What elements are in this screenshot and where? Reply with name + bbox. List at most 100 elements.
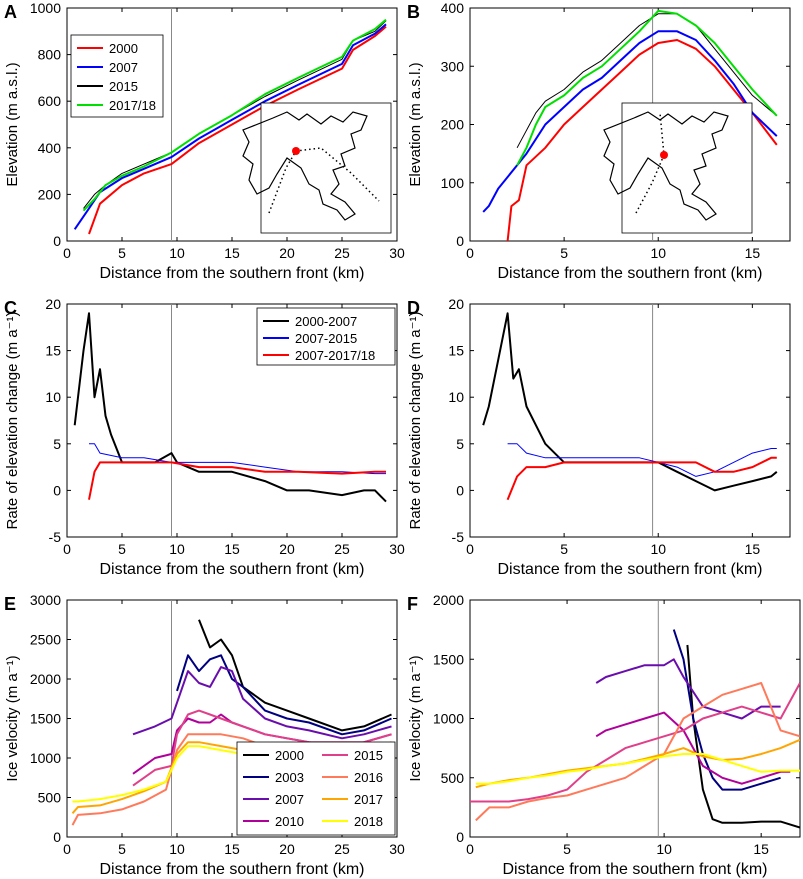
panel-e: 0 5 10 15 20 25 30 0 500 1000 1500 2000 2500 3000 Dist… xyxy=(4,592,405,878)
x-axis-label: Distance from the southern front (km) xyxy=(100,561,365,578)
series-line-2018 xyxy=(475,753,800,785)
series-line-2016 xyxy=(475,682,800,822)
panel-letter: B xyxy=(407,2,420,22)
y-tick-label: -5 xyxy=(49,529,62,545)
y-tick-label: 1500 xyxy=(433,651,464,667)
inset-frame xyxy=(621,102,753,234)
legend-label: 2018 xyxy=(354,814,383,829)
x-tick-label: 15 xyxy=(745,245,761,261)
plot-frame xyxy=(469,599,801,838)
x-tick-label: 20 xyxy=(279,541,295,557)
y-tick-label: 5 xyxy=(53,436,61,452)
y-tick-label: 200 xyxy=(38,186,62,202)
x-tick-label: 25 xyxy=(334,245,350,261)
series-line-2007 xyxy=(595,658,781,720)
series-group xyxy=(73,18,387,235)
x-tick-label: 15 xyxy=(224,541,240,557)
profile-track xyxy=(635,112,665,214)
location-marker-icon xyxy=(660,151,668,159)
x-tick-label: 0 xyxy=(63,245,71,261)
legend-label: 2015 xyxy=(354,748,383,763)
x-axis-label: Distance from the southern front (km) xyxy=(503,861,768,878)
x-tick-label: 30 xyxy=(389,245,405,261)
x-tick-label: 0 xyxy=(466,541,474,557)
y-axis-label: Ice velocity (m a⁻¹) xyxy=(407,655,424,781)
y-tick-label: 800 xyxy=(38,47,62,63)
y-tick-label: 10 xyxy=(45,389,61,405)
x-tick-label: 10 xyxy=(169,841,185,857)
x-axis-label: Distance from the southern front (km) xyxy=(498,265,763,282)
y-tick-label: 400 xyxy=(38,140,62,156)
y-axis-label: Elevation (m a.s.l.) xyxy=(4,62,21,186)
series-group xyxy=(482,9,778,241)
series-line-2007 xyxy=(73,23,387,230)
series-line-2017/18 xyxy=(82,18,387,212)
glacier-outline-icon xyxy=(603,111,729,221)
y-tick-label: 1500 xyxy=(30,711,61,727)
series-group xyxy=(73,312,387,503)
legend-label: 2007-2015 xyxy=(295,331,357,346)
x-tick-label: 5 xyxy=(560,541,568,557)
legend-label: 2000 xyxy=(275,748,304,763)
y-tick-label: 400 xyxy=(441,0,465,16)
legend-label: 2007 xyxy=(109,60,138,75)
x-tick-label: 0 xyxy=(466,245,474,261)
x-tick-label: 30 xyxy=(389,541,405,557)
y-tick-label: 0 xyxy=(53,233,61,249)
panel-letter: E xyxy=(4,594,16,614)
series-line-2000 xyxy=(198,619,392,732)
panel-letter: D xyxy=(407,298,420,318)
y-tick-label: 15 xyxy=(45,343,61,359)
series-line-2007-2015 xyxy=(89,443,386,475)
y-tick-label: 20 xyxy=(45,296,61,312)
x-tick-label: 15 xyxy=(224,841,240,857)
y-tick-label: 2000 xyxy=(433,592,464,608)
y-axis-label: Rate of elevation change (m a⁻¹) xyxy=(4,311,21,529)
legend: 2000-2007 2007-2015 2007-2017/18 xyxy=(256,307,396,366)
series-line-2007-2017/18 xyxy=(88,461,386,500)
series-line-2007 xyxy=(132,666,392,740)
x-tick-label: 10 xyxy=(650,541,666,557)
series-line-2010 xyxy=(595,711,791,785)
y-tick-label: 0 xyxy=(53,829,61,845)
panel-b: 0 5 10 15 0 100 200 300 400 Distance from the sou… xyxy=(407,0,791,282)
y-tick-label: 600 xyxy=(38,93,62,109)
series-line-2017/18 xyxy=(516,9,778,166)
legend-label: 2000 xyxy=(109,41,138,56)
x-axis-label: Distance from the southern front (km) xyxy=(498,561,763,578)
legend: 2000 2003 2007 2010 2015 2016 2017 2018 xyxy=(236,741,396,836)
panel-letter: C xyxy=(4,298,17,318)
x-tick-label: 25 xyxy=(334,541,350,557)
legend-box xyxy=(236,741,396,836)
x-tick-label: 10 xyxy=(650,245,666,261)
x-tick-label: 5 xyxy=(560,245,568,261)
x-tick-label: 20 xyxy=(279,841,295,857)
legend-label: 2017/18 xyxy=(109,98,156,113)
series-line-2000 xyxy=(88,25,387,235)
y-tick-label: 20 xyxy=(448,296,464,312)
y-tick-label: 0 xyxy=(456,482,464,498)
y-axis-label: Elevation (m a.s.l.) xyxy=(407,62,424,186)
x-axis-label: Distance from the southern front (km) xyxy=(100,861,365,878)
x-tick-label: 5 xyxy=(118,245,126,261)
y-tick-label: -5 xyxy=(452,529,465,545)
x-tick-label: 15 xyxy=(224,245,240,261)
series-line-2007 xyxy=(482,30,778,213)
x-tick-label: 5 xyxy=(118,541,126,557)
y-tick-label: 5 xyxy=(456,436,464,452)
x-tick-label: 10 xyxy=(169,541,185,557)
y-tick-label: 10 xyxy=(448,389,464,405)
y-tick-label: 0 xyxy=(456,233,464,249)
inset-map xyxy=(603,102,753,234)
x-tick-label: 5 xyxy=(118,841,126,857)
x-tick-label: 20 xyxy=(279,245,295,261)
y-tick-label: 500 xyxy=(38,790,62,806)
inset-map xyxy=(242,102,392,234)
panel-letter: F xyxy=(407,594,418,614)
panel-f: 0 5 10 15 0 500 1000 1500 2000 Distance from the … xyxy=(407,592,801,878)
x-tick-label: 5 xyxy=(563,841,571,857)
y-tick-label: 1000 xyxy=(433,711,464,727)
glacier-outline-icon xyxy=(242,111,368,221)
